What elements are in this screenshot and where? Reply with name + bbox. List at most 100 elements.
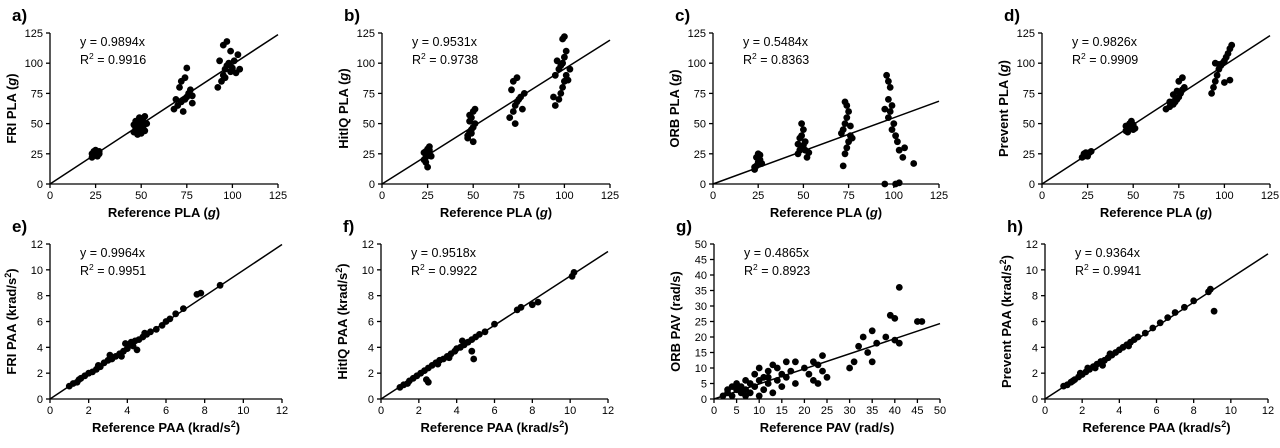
x-tick-label: 20 xyxy=(798,405,810,417)
data-point xyxy=(179,108,187,115)
data-point xyxy=(214,84,222,91)
x-tick-label: 25 xyxy=(89,190,101,202)
x-tick-label: 125 xyxy=(269,190,287,202)
data-point xyxy=(471,105,479,113)
data-point xyxy=(882,333,890,341)
r-squared: R2 = 0.9922 xyxy=(411,262,477,278)
data-point xyxy=(561,53,568,61)
data-point xyxy=(1181,303,1188,311)
data-point xyxy=(895,284,903,291)
data-point xyxy=(760,386,768,394)
data-point xyxy=(895,179,903,187)
y-tick-label: 0 xyxy=(369,179,375,191)
data-point xyxy=(764,380,772,387)
x-tick-label: 50 xyxy=(135,190,147,202)
y-tick-label: 12 xyxy=(362,239,374,251)
y-tick-label: 45 xyxy=(695,255,707,267)
y-tick-label: 0 xyxy=(1032,394,1038,406)
panel-label: a) xyxy=(12,6,27,25)
data-point xyxy=(223,38,231,45)
data-point xyxy=(894,138,901,146)
x-tick-label: 50 xyxy=(1127,190,1139,202)
data-point xyxy=(476,331,483,338)
data-point xyxy=(764,373,772,381)
data-point xyxy=(511,120,519,127)
data-point xyxy=(216,57,224,65)
y-tick-label: 10 xyxy=(695,363,707,375)
data-point xyxy=(885,77,892,85)
panel-f: 0 2 4 6 8 10 12 0 2 4 6 8 10 12 f) y = 0.9518x R2 = 0.99… xyxy=(334,217,614,435)
panel-label: b) xyxy=(344,6,360,25)
x-tick-label: 100 xyxy=(1215,190,1233,202)
y-tick-label: 20 xyxy=(695,332,707,344)
x-axis-label: Reference PLA (g) xyxy=(770,205,882,220)
data-point xyxy=(864,349,872,356)
data-point xyxy=(1180,84,1188,91)
data-point xyxy=(106,351,114,359)
x-tick-label: 4 xyxy=(1116,405,1122,417)
x-tick-label: 0 xyxy=(379,190,385,202)
y-tick-label: 12 xyxy=(31,239,43,251)
data-point xyxy=(1141,329,1149,337)
y-axis-label: FRI PLA (g) xyxy=(4,73,19,143)
data-point xyxy=(481,328,489,336)
regression-equation: y = 0.5484x xyxy=(743,35,809,49)
data-point xyxy=(1131,124,1139,132)
data-point xyxy=(216,281,224,289)
y-tick-label: 10 xyxy=(362,265,374,277)
data-point xyxy=(197,289,205,297)
x-tick-label: 45 xyxy=(911,405,923,417)
panel-b: 0 25 50 75 100 125 0 25 50 75 100 125 b) y = 0.9531x R… xyxy=(336,6,619,220)
regression-equation: y = 0.4865x xyxy=(744,246,810,260)
data-point xyxy=(798,132,805,140)
data-point xyxy=(133,346,141,354)
x-tick-label: 75 xyxy=(1173,190,1185,202)
x-tick-label: 2 xyxy=(86,405,92,417)
y-tick-label: 125 xyxy=(688,28,706,40)
data-point xyxy=(94,362,102,369)
data-point xyxy=(172,310,180,318)
x-tick-label: 0 xyxy=(47,190,53,202)
y-tick-label: 50 xyxy=(694,119,706,131)
data-point xyxy=(188,92,196,100)
data-point xyxy=(458,337,466,345)
data-point xyxy=(855,342,862,350)
r-squared: R2 = 0.9941 xyxy=(1075,262,1141,278)
regression-line xyxy=(381,39,611,185)
panel-label: c) xyxy=(675,6,690,25)
x-tick-label: 6 xyxy=(491,405,497,417)
data-point xyxy=(1190,297,1198,305)
panel-label: h) xyxy=(1007,217,1023,236)
data-point xyxy=(845,108,852,115)
data-point xyxy=(188,99,196,107)
y-tick-label: 0 xyxy=(701,394,707,406)
data-point xyxy=(885,96,892,103)
data-point xyxy=(819,367,826,375)
data-point xyxy=(1084,364,1092,372)
y-tick-label: 12 xyxy=(1026,239,1038,251)
data-point xyxy=(550,93,557,101)
x-axis-label: Reference PLA (g) xyxy=(440,205,552,220)
data-point xyxy=(75,376,83,383)
x-tick-label: 75 xyxy=(513,190,525,202)
x-tick-label: 10 xyxy=(564,405,576,417)
r-squared: R2 = 0.9951 xyxy=(80,262,146,278)
x-tick-label: 2 xyxy=(1079,405,1085,417)
data-point xyxy=(534,298,542,306)
x-tick-label: 25 xyxy=(421,190,433,202)
data-point xyxy=(564,76,572,84)
y-tick-label: 2 xyxy=(368,368,374,380)
data-point xyxy=(819,352,826,359)
data-point xyxy=(888,126,896,133)
data-point xyxy=(557,90,565,97)
data-point xyxy=(426,146,433,154)
x-tick-label: 75 xyxy=(842,190,854,202)
data-point xyxy=(464,134,472,142)
x-tick-label: 75 xyxy=(181,190,193,202)
data-point xyxy=(1173,87,1181,95)
data-point xyxy=(751,163,758,171)
data-point xyxy=(1149,324,1157,332)
data-point xyxy=(846,364,853,372)
y-tick-label: 4 xyxy=(368,342,374,354)
y-tick-label: 75 xyxy=(694,88,706,100)
